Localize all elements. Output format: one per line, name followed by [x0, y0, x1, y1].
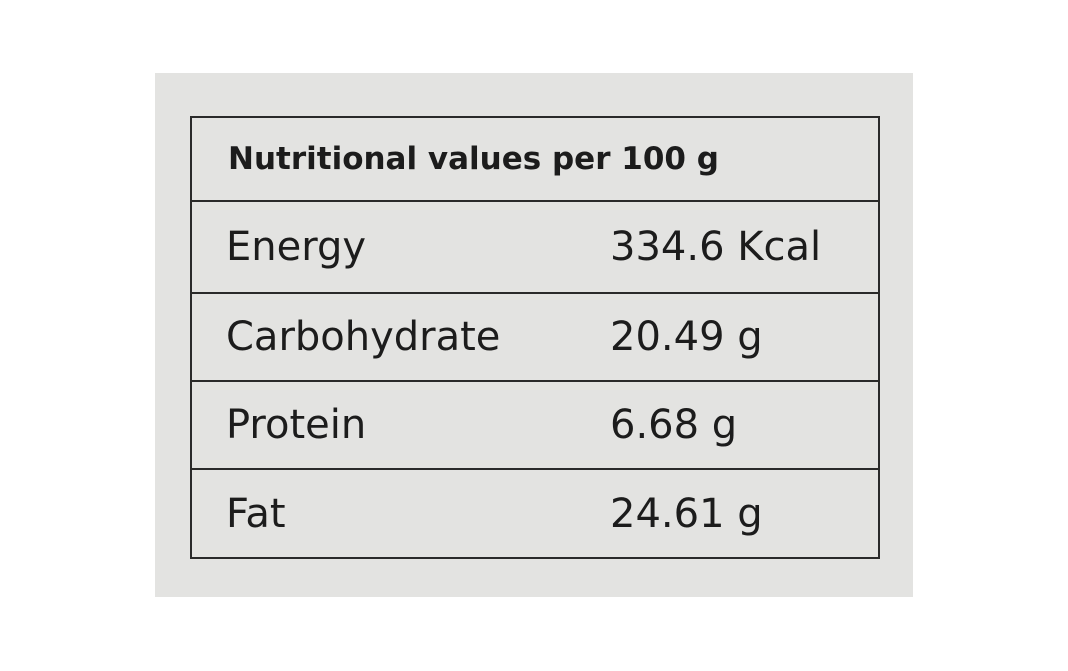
nutrient-row: Energy 334.6 Kcal — [192, 202, 878, 294]
nutrient-name: Energy — [226, 224, 367, 270]
nutrient-row: Carbohydrate 20.49 g — [192, 294, 878, 382]
nutrition-table: Nutritional values per 100 g Energy 334.6… — [190, 116, 880, 559]
nutrient-name: Fat — [226, 490, 286, 537]
nutrient-row: Protein 6.68 g — [192, 382, 878, 470]
table-title: Nutritional values per 100 g — [228, 141, 719, 177]
header-row: Nutritional values per 100 g — [192, 118, 878, 202]
nutrient-value: 6.68 g — [610, 402, 738, 448]
nutrient-name: Carbohydrate — [226, 314, 501, 360]
nutrient-name: Protein — [226, 402, 367, 448]
nutrient-row: Fat 24.61 g — [192, 470, 878, 557]
nutrient-value: 334.6 Kcal — [610, 224, 822, 270]
label-panel — [155, 73, 913, 597]
nutrient-value: 24.61 g — [610, 490, 763, 537]
nutrient-value: 20.49 g — [610, 314, 763, 360]
